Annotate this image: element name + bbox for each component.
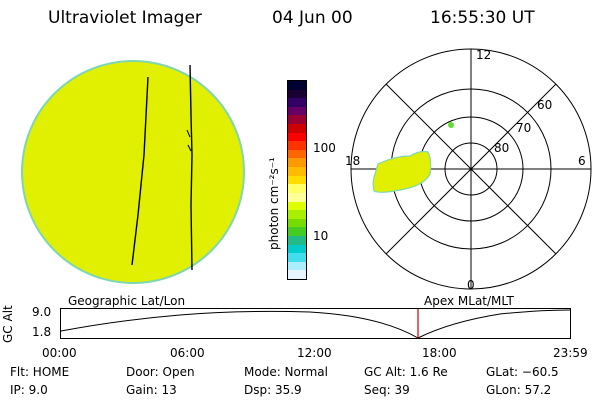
earth-disk bbox=[21, 60, 245, 284]
colorbar-swatch bbox=[288, 81, 306, 90]
timeline-x-0000: 00:00 bbox=[42, 346, 77, 360]
polar-axis-diag-2 bbox=[385, 83, 557, 255]
timeline-x-1800: 18:00 bbox=[422, 346, 457, 360]
mlt-label-12: 12 bbox=[476, 48, 491, 62]
colorbar-swatch bbox=[288, 167, 306, 176]
colorbar-swatch bbox=[288, 261, 306, 271]
mlt-label-6: 6 bbox=[578, 154, 586, 168]
colorbar-swatch bbox=[288, 218, 306, 228]
timeline-x-1200: 12:00 bbox=[297, 346, 332, 360]
geographic-image bbox=[21, 60, 245, 284]
colorbar-swatch bbox=[288, 158, 306, 168]
coastline-detail bbox=[186, 129, 192, 152]
colorbar-swatch bbox=[288, 227, 306, 236]
colorbar-swatch bbox=[288, 175, 306, 185]
mode-status: Mode: Normal bbox=[244, 365, 328, 379]
altitude-curve bbox=[60, 309, 571, 339]
colorbar-swatch bbox=[288, 184, 306, 193]
timeline-x-2359: 23:59 bbox=[553, 346, 588, 360]
timeline-y-top: 9.0 bbox=[32, 305, 52, 319]
door-status: Door: Open bbox=[126, 365, 195, 379]
gain-status: Gain: 13 bbox=[126, 383, 177, 397]
coastline-west bbox=[131, 76, 149, 266]
mlt-label-18: 18 bbox=[345, 154, 360, 168]
timeline-x-0600: 06:00 bbox=[170, 346, 205, 360]
colorbar-swatch bbox=[288, 115, 306, 125]
colorbar-unit-label: photon cm⁻²s⁻¹ bbox=[267, 157, 281, 250]
time-label: 16:55:30 UT bbox=[430, 8, 535, 28]
colorbar-tick-100: 100 bbox=[313, 141, 336, 155]
timeline-left-title: Geographic Lat/Lon bbox=[68, 294, 186, 308]
coastline-east bbox=[189, 64, 193, 271]
gc-alt-status: GC Alt: 1.6 Re bbox=[364, 365, 448, 379]
filter-status: Flt: HOME bbox=[10, 365, 70, 379]
colorbar-swatch bbox=[288, 244, 306, 254]
auroral-emission-region bbox=[372, 150, 432, 193]
colorbar-swatch bbox=[288, 235, 306, 245]
auroral-spot bbox=[448, 122, 454, 128]
lat-label-60: 60 bbox=[537, 98, 552, 112]
polar-plot: 12 18 6 0 60 70 80 bbox=[345, 48, 592, 292]
colorbar-swatch bbox=[288, 270, 306, 280]
colorbar-swatch bbox=[288, 98, 306, 107]
mlt-label-0: 0 bbox=[467, 278, 475, 292]
colorbar-swatch bbox=[288, 106, 306, 116]
colorbar-swatch bbox=[288, 192, 306, 202]
colorbar-swatch bbox=[288, 201, 306, 211]
glon-status: GLon: 57.2 bbox=[486, 383, 552, 397]
timeline-right-title: Apex MLat/MLT bbox=[424, 294, 514, 308]
colorbar-swatch bbox=[288, 253, 306, 262]
colorbar-tick-10: 10 bbox=[313, 229, 329, 243]
altitude-timeline bbox=[60, 308, 571, 339]
colorbar-swatch bbox=[288, 210, 306, 219]
colorbar-swatch bbox=[288, 141, 306, 150]
seq-status: Seq: 39 bbox=[364, 383, 410, 397]
dsp-status: Dsp: 35.9 bbox=[244, 383, 302, 397]
ip-status: IP: 9.0 bbox=[10, 383, 48, 397]
date-label: 04 Jun 00 bbox=[272, 8, 353, 28]
glat-status: GLat: −60.5 bbox=[486, 365, 559, 379]
lat-label-80: 80 bbox=[494, 141, 509, 155]
colorbar-swatch bbox=[288, 124, 306, 133]
color-scale-bar bbox=[287, 80, 307, 280]
instrument-title: Ultraviolet Imager bbox=[48, 8, 202, 28]
timeline-frame bbox=[60, 308, 571, 339]
lat-label-70: 70 bbox=[516, 121, 531, 135]
colorbar-swatch bbox=[288, 132, 306, 142]
timeline-ylabel: GC Alt bbox=[1, 305, 15, 343]
colorbar-swatch bbox=[288, 149, 306, 159]
timeline-y-bottom: 1.8 bbox=[32, 325, 52, 339]
colorbar-swatch bbox=[288, 89, 306, 99]
